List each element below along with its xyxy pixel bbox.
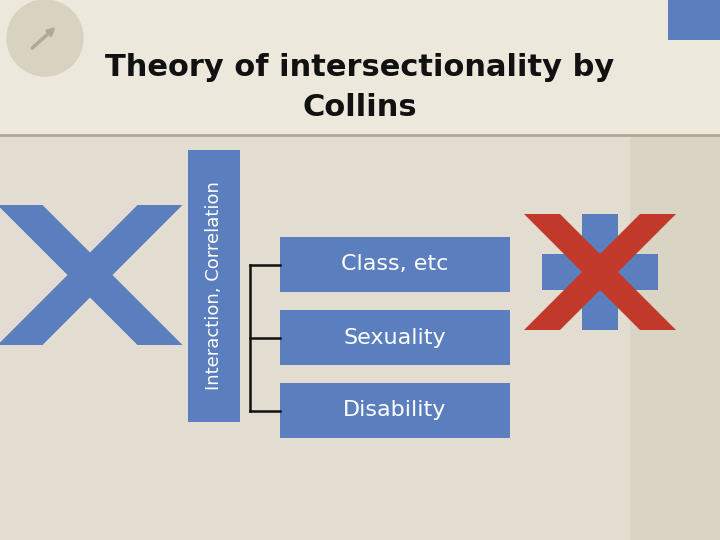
FancyBboxPatch shape [280,383,510,438]
Text: Class, etc: Class, etc [341,254,449,274]
Polygon shape [0,205,182,345]
Text: Disability: Disability [343,401,446,421]
FancyBboxPatch shape [280,237,510,292]
FancyBboxPatch shape [542,254,658,290]
FancyBboxPatch shape [582,214,618,330]
Polygon shape [524,214,676,330]
FancyBboxPatch shape [0,0,720,135]
FancyBboxPatch shape [668,0,720,40]
Circle shape [7,0,83,76]
FancyBboxPatch shape [0,135,630,540]
FancyBboxPatch shape [630,135,720,540]
FancyBboxPatch shape [188,150,240,422]
Polygon shape [0,205,182,345]
Text: Theory of intersectionality by: Theory of intersectionality by [105,53,615,83]
Text: Collins: Collins [302,93,418,123]
Text: Interaction, Correlation: Interaction, Correlation [205,181,223,390]
Text: Sexuality: Sexuality [343,327,446,348]
FancyBboxPatch shape [280,310,510,365]
Polygon shape [524,214,676,330]
